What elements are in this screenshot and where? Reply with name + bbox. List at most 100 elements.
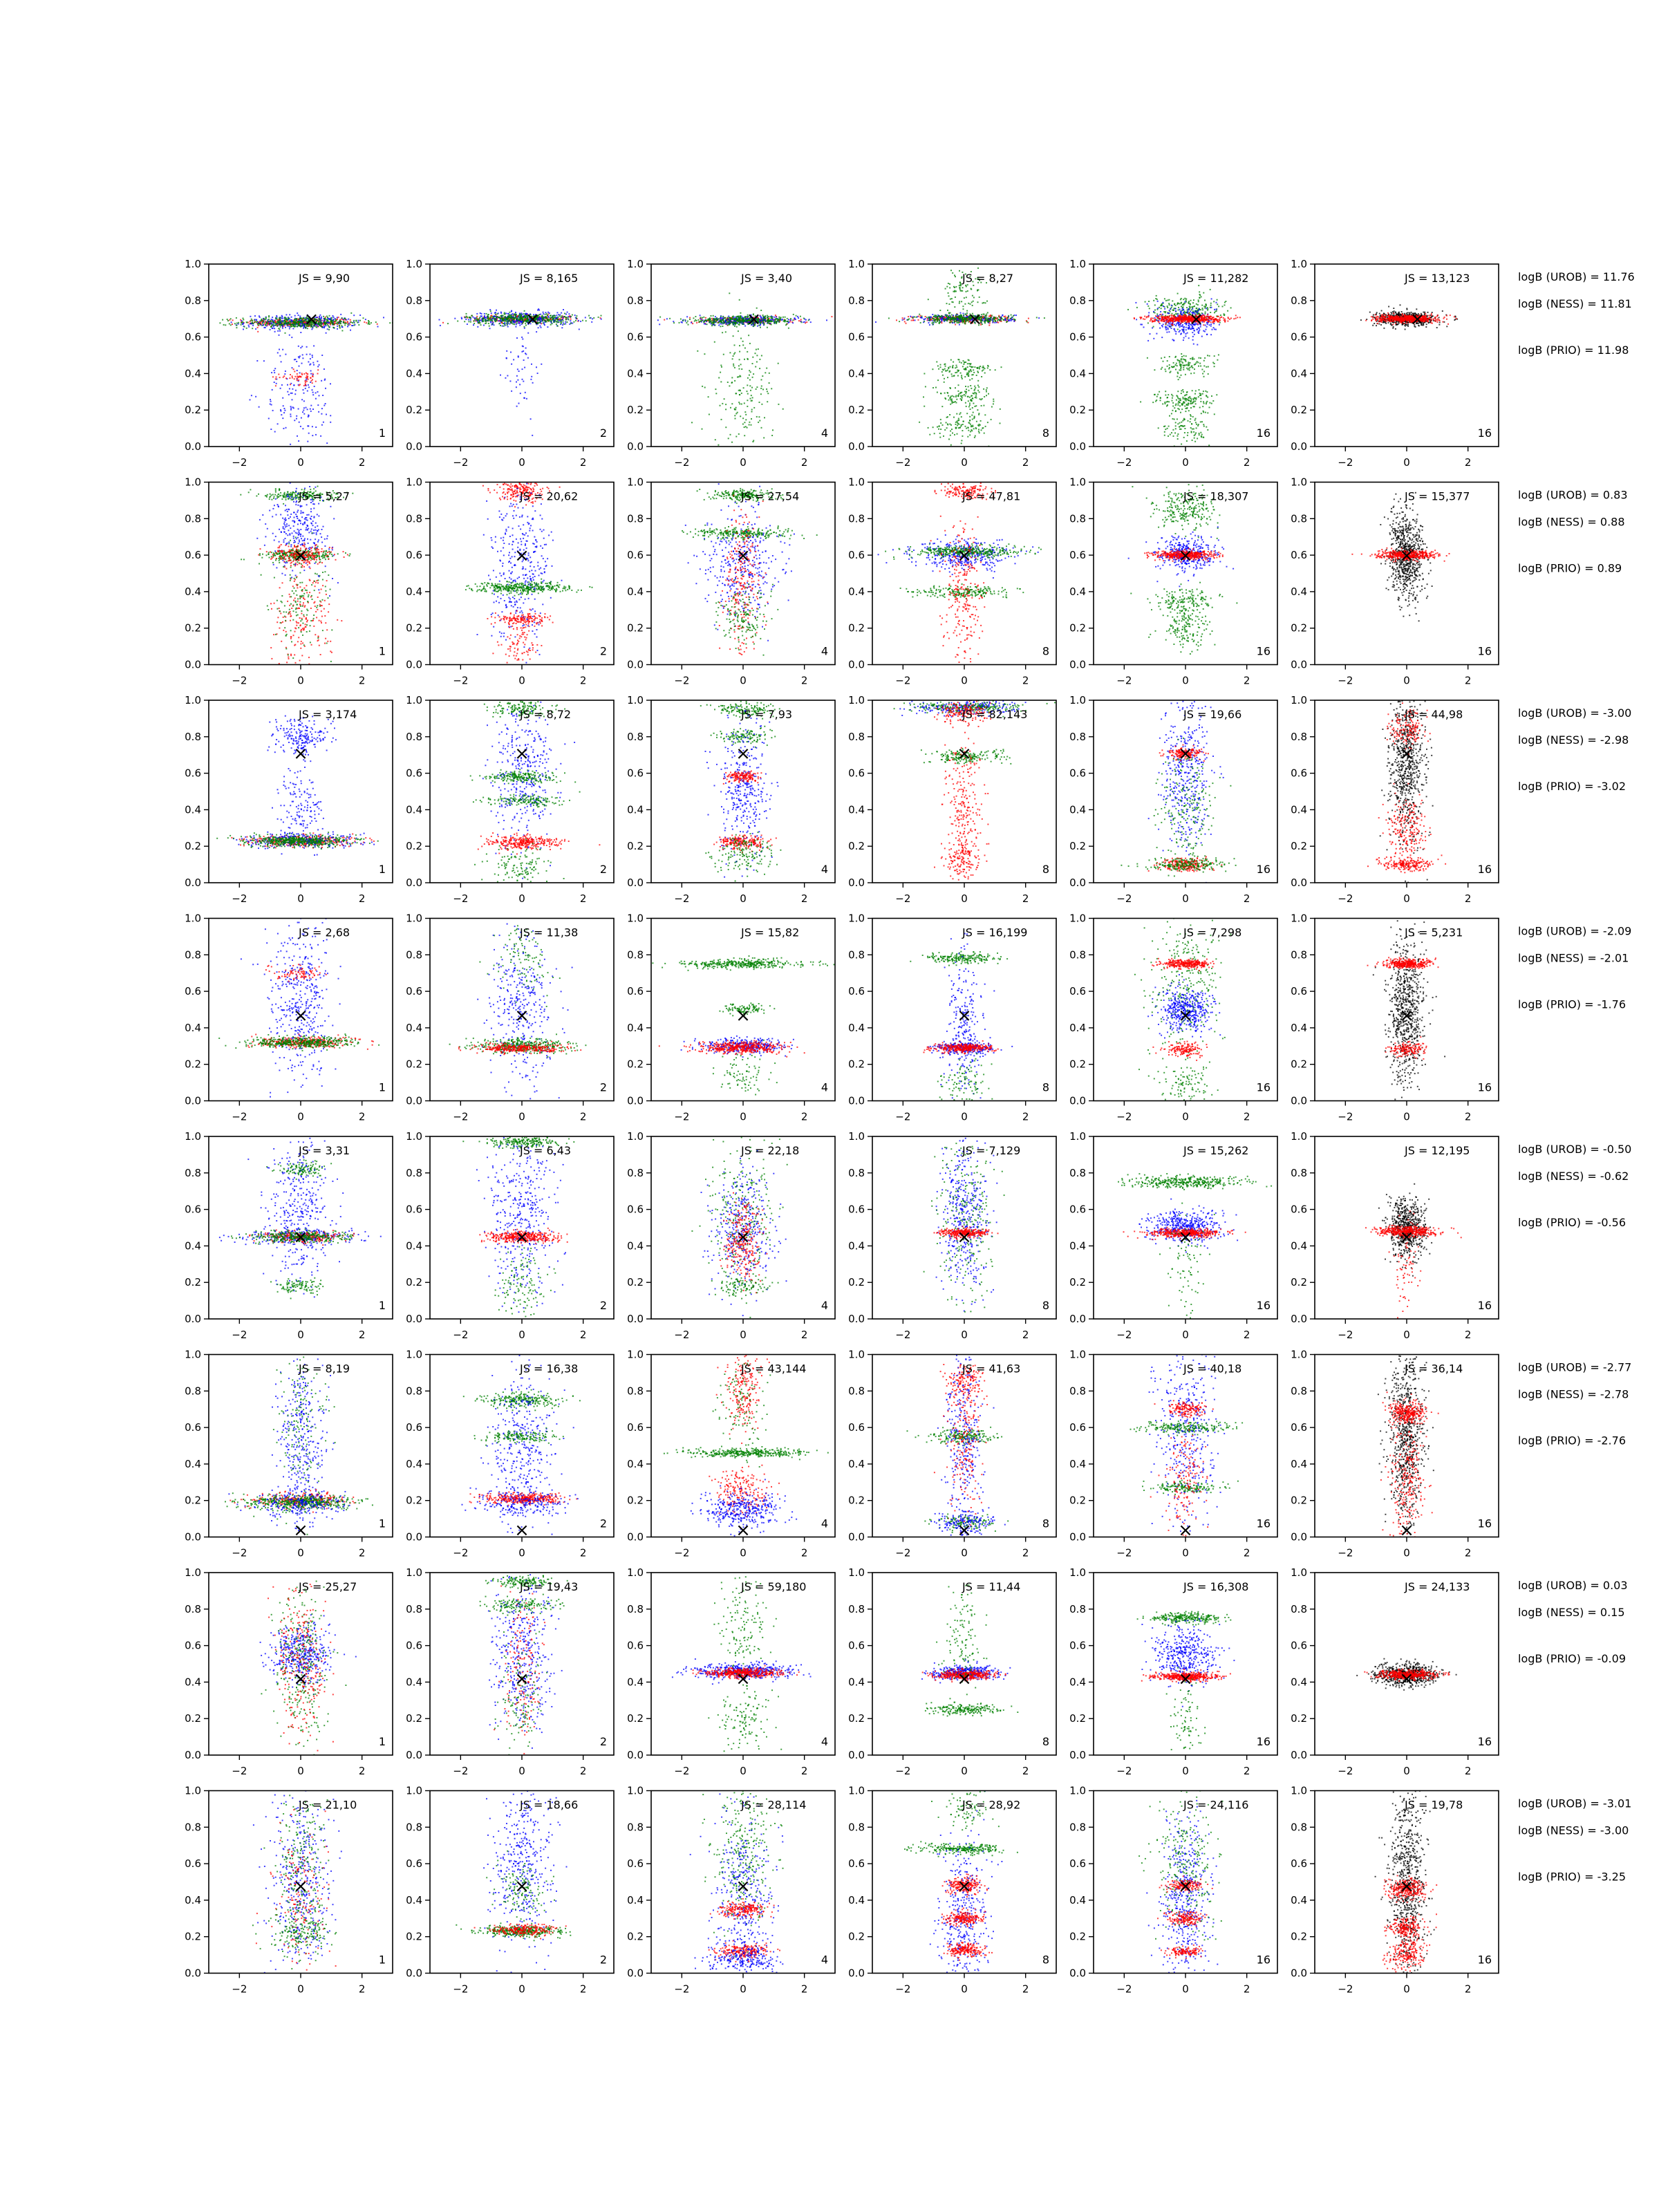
scatter-point bbox=[556, 315, 558, 317]
scatter-point bbox=[278, 317, 280, 319]
scatter-point bbox=[729, 352, 731, 354]
scatter-point bbox=[1161, 304, 1163, 306]
scatter-point bbox=[1160, 305, 1162, 307]
scatter-point bbox=[747, 317, 749, 318]
scatter-point bbox=[768, 382, 770, 384]
scatter-point bbox=[970, 315, 971, 317]
scatter-point bbox=[335, 319, 337, 321]
scatter-point bbox=[254, 321, 256, 323]
scatter-point bbox=[746, 320, 748, 321]
scatter-point bbox=[565, 321, 567, 323]
scatter-point bbox=[725, 409, 727, 411]
scatter-point bbox=[749, 317, 751, 319]
scatter-point bbox=[727, 382, 729, 383]
scatter-point bbox=[315, 322, 317, 324]
scatter-point bbox=[1140, 324, 1142, 326]
scatter-point bbox=[1197, 311, 1199, 313]
scatter-point bbox=[722, 319, 724, 321]
scatter-point bbox=[751, 411, 753, 413]
scatter-point bbox=[349, 324, 351, 326]
scatter-point bbox=[574, 315, 576, 317]
scatter-point bbox=[982, 319, 984, 321]
scatter-point bbox=[961, 315, 963, 317]
scatter-point bbox=[561, 312, 563, 314]
scatter-point bbox=[348, 324, 350, 326]
scatter-point bbox=[687, 324, 689, 326]
scatter-point bbox=[515, 315, 517, 317]
scatter-point bbox=[919, 321, 921, 324]
scatter-point bbox=[328, 326, 330, 328]
scatter-point bbox=[990, 274, 992, 276]
scatter-point bbox=[297, 326, 299, 328]
scatter-point bbox=[311, 323, 313, 324]
scatter-point bbox=[1185, 321, 1187, 324]
scatter-point bbox=[1171, 312, 1173, 315]
scatter-point bbox=[973, 284, 975, 286]
scatter-point bbox=[956, 371, 958, 373]
scatter-point bbox=[545, 313, 547, 315]
scatter-point bbox=[554, 315, 556, 317]
scatter-point bbox=[762, 375, 764, 377]
scatter-point bbox=[353, 319, 355, 321]
scatter-point bbox=[289, 314, 291, 316]
scatter-point bbox=[323, 368, 325, 370]
scatter-point bbox=[279, 348, 280, 350]
scatter-point bbox=[831, 316, 833, 318]
scatter-point bbox=[948, 319, 950, 321]
scatter-point bbox=[336, 321, 338, 324]
scatter-point bbox=[993, 316, 995, 318]
scatter-point bbox=[933, 315, 935, 317]
scatter-point bbox=[1174, 303, 1175, 306]
scatter-point bbox=[971, 366, 973, 368]
scatter-point bbox=[744, 411, 747, 413]
scatter-point bbox=[511, 390, 513, 392]
scatter-point bbox=[971, 387, 973, 389]
scatter-point bbox=[250, 320, 252, 321]
scatter-point bbox=[344, 321, 346, 323]
scatter-point bbox=[986, 312, 988, 314]
scatter-point bbox=[964, 303, 966, 305]
scatter-point bbox=[910, 319, 912, 321]
scatter-point bbox=[510, 321, 512, 323]
scatter-point bbox=[312, 362, 315, 364]
scatter-point bbox=[971, 424, 973, 427]
scatter-point bbox=[947, 309, 948, 311]
scatter-point bbox=[226, 319, 228, 320]
scatter-point bbox=[944, 429, 946, 431]
scatter-point bbox=[971, 395, 973, 397]
scatter-point bbox=[740, 317, 742, 319]
scatter-point bbox=[1196, 323, 1198, 325]
scatter-point bbox=[977, 367, 979, 369]
scatter-point bbox=[279, 324, 281, 326]
scatter-point bbox=[1179, 299, 1181, 301]
scatter-point bbox=[524, 313, 526, 315]
scatter-point bbox=[1000, 319, 1002, 321]
scatter-point bbox=[960, 314, 962, 316]
scatter-point bbox=[297, 435, 298, 437]
scatter-point bbox=[684, 320, 686, 322]
scatter-point bbox=[341, 318, 344, 320]
scatter-point bbox=[1201, 304, 1203, 306]
scatter-point bbox=[1008, 320, 1010, 322]
scatter-point bbox=[251, 322, 253, 324]
scatter-point bbox=[962, 430, 964, 431]
scatter-point bbox=[941, 318, 943, 320]
scatter-point bbox=[996, 318, 998, 319]
scatter-point bbox=[969, 423, 971, 425]
scatter-point bbox=[758, 324, 760, 326]
scatter-point bbox=[994, 369, 996, 371]
scatter-point bbox=[288, 319, 290, 321]
scatter-point bbox=[977, 318, 978, 320]
scatter-point bbox=[249, 321, 251, 323]
scatter-point bbox=[749, 370, 751, 372]
scatter-point bbox=[294, 389, 297, 391]
scatter-point bbox=[280, 361, 282, 363]
scatter-point bbox=[965, 297, 967, 299]
scatter-point bbox=[306, 324, 308, 326]
scatter-point bbox=[539, 322, 541, 324]
scatter-point bbox=[958, 359, 960, 361]
scatter-point bbox=[339, 321, 341, 323]
scatter-point bbox=[1184, 302, 1186, 304]
scatter-point bbox=[523, 327, 525, 329]
scatter-point bbox=[311, 328, 313, 330]
